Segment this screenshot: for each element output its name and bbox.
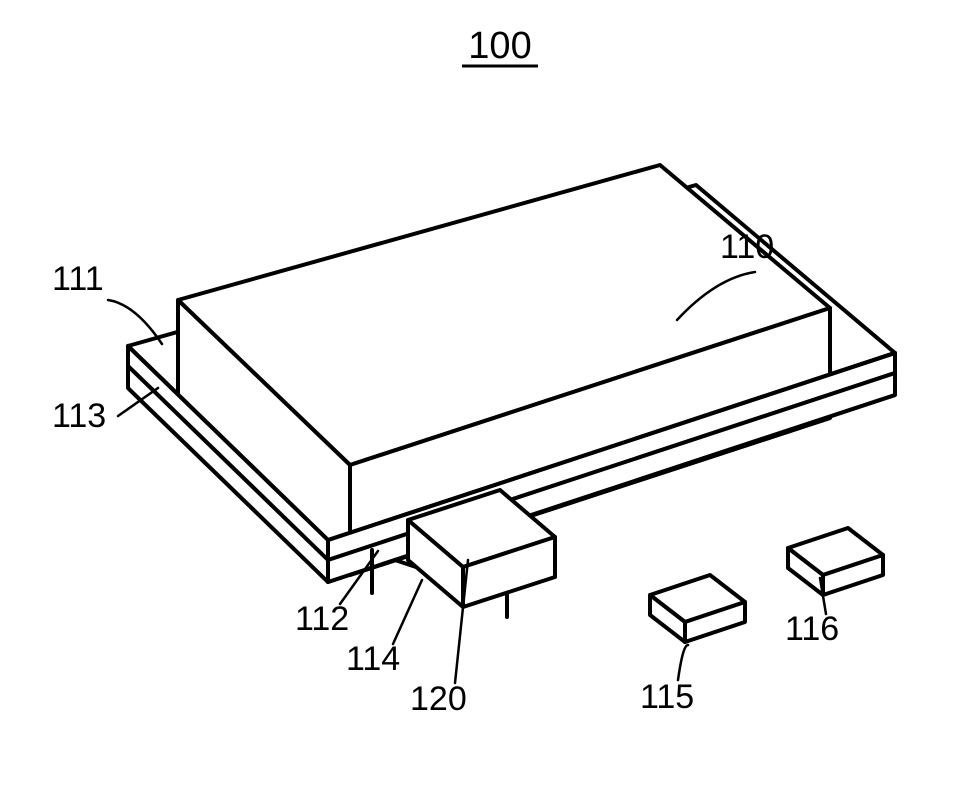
- label-120: 120: [410, 680, 467, 718]
- label-115: 115: [640, 678, 694, 716]
- figure-title: 100: [462, 25, 538, 67]
- leader-114: [393, 580, 422, 644]
- label-116: 116: [785, 610, 839, 648]
- label-114: 114: [346, 640, 400, 678]
- label-111: 111: [52, 260, 104, 298]
- label-112: 112: [295, 600, 349, 638]
- label-113: 113: [52, 397, 106, 435]
- tab-115: [650, 575, 745, 642]
- title-text: 100: [468, 25, 531, 67]
- tab-116: [788, 528, 883, 595]
- label-110: 110: [720, 228, 774, 266]
- leader-115: [678, 645, 688, 680]
- figure-100: 110 111 113 112114 120 115 116 100: [0, 0, 956, 785]
